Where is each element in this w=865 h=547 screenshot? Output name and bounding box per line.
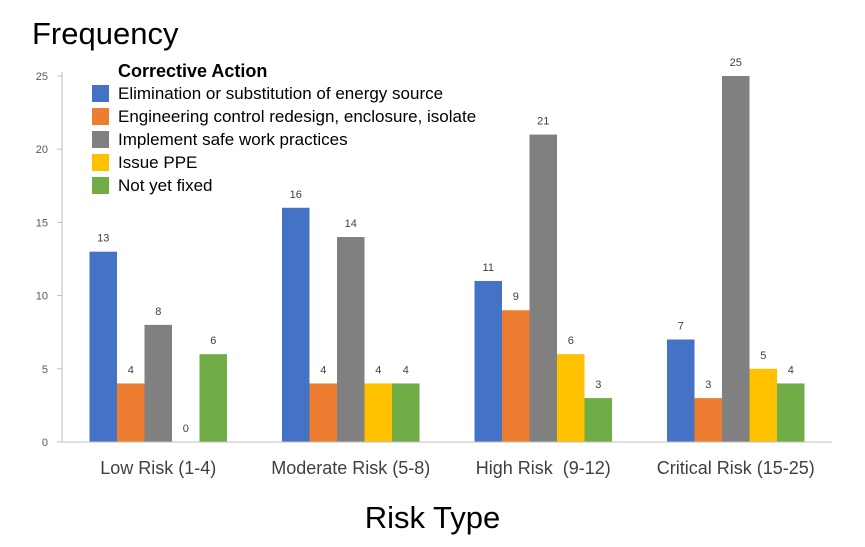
legend-title: Corrective Action bbox=[118, 61, 268, 81]
data-label: 4 bbox=[375, 364, 381, 376]
legend: Corrective Action Elimination or substit… bbox=[92, 60, 476, 197]
data-label: 13 bbox=[97, 233, 109, 245]
data-label: 4 bbox=[320, 364, 326, 376]
y-tick-label: 20 bbox=[36, 144, 48, 156]
legend-label: Engineering control redesign, enclosure,… bbox=[118, 106, 477, 126]
bar bbox=[474, 280, 502, 442]
data-label: 3 bbox=[595, 379, 601, 391]
data-label: 6 bbox=[568, 335, 574, 347]
data-label: 4 bbox=[128, 364, 134, 376]
bar bbox=[667, 339, 695, 442]
legend-swatch bbox=[92, 85, 109, 102]
legend-item: Issue PPE bbox=[92, 151, 476, 174]
data-label: 4 bbox=[403, 364, 409, 376]
data-label: 16 bbox=[290, 189, 302, 201]
data-label: 0 bbox=[183, 423, 189, 435]
legend-label: Elimination or substitution of energy so… bbox=[118, 83, 444, 103]
data-label: 25 bbox=[730, 57, 742, 69]
y-tick-label: 5 bbox=[42, 364, 48, 376]
bar bbox=[777, 383, 805, 442]
legend-item: Implement safe work practices bbox=[92, 128, 476, 151]
data-label: 3 bbox=[705, 379, 711, 391]
x-axis-label: Risk Type bbox=[364, 500, 501, 535]
bar bbox=[364, 383, 392, 442]
x-tick-label: Moderate Risk (5-8) bbox=[271, 458, 430, 478]
bar bbox=[144, 324, 172, 442]
bar bbox=[337, 237, 365, 442]
bar bbox=[694, 398, 722, 442]
y-tick-label: 10 bbox=[36, 291, 48, 303]
data-label: 4 bbox=[788, 364, 794, 376]
data-label: 21 bbox=[537, 116, 549, 128]
legend-item: Not yet fixed bbox=[92, 174, 476, 197]
legend-item: Elimination or substitution of energy so… bbox=[92, 82, 476, 105]
legend-label: Issue PPE bbox=[118, 152, 198, 172]
bar bbox=[392, 383, 420, 442]
bar bbox=[722, 76, 750, 442]
legend-swatch bbox=[92, 177, 109, 194]
data-label: 7 bbox=[678, 321, 684, 333]
x-tick-label: High Risk (9-12) bbox=[476, 458, 611, 478]
bar bbox=[89, 251, 117, 442]
bar bbox=[502, 310, 530, 442]
bar bbox=[309, 383, 337, 442]
bar bbox=[557, 354, 585, 442]
legend-swatch bbox=[92, 131, 109, 148]
legend-label: Not yet fixed bbox=[118, 175, 213, 195]
data-label: 8 bbox=[155, 306, 161, 318]
data-label: 9 bbox=[513, 291, 519, 303]
data-label: 14 bbox=[345, 218, 357, 230]
y-tick-label: 0 bbox=[42, 437, 48, 449]
x-tick-label: Low Risk (1-4) bbox=[100, 458, 216, 478]
bar bbox=[282, 207, 310, 442]
bar bbox=[117, 383, 145, 442]
bar bbox=[749, 368, 777, 442]
bar bbox=[199, 354, 227, 442]
legend-swatch bbox=[92, 154, 109, 171]
data-label: 5 bbox=[760, 350, 766, 362]
legend-swatch bbox=[92, 108, 109, 125]
y-tick-label: 25 bbox=[36, 71, 48, 83]
data-label: 11 bbox=[483, 262, 494, 274]
bar bbox=[529, 134, 557, 442]
y-axis-label: Frequency bbox=[32, 16, 179, 51]
data-label: 6 bbox=[210, 335, 216, 347]
y-tick-label: 15 bbox=[36, 217, 48, 229]
bar bbox=[584, 398, 612, 442]
legend-label: Implement safe work practices bbox=[118, 129, 348, 149]
legend-item: Engineering control redesign, enclosure,… bbox=[92, 105, 476, 128]
x-tick-label: Critical Risk (15-25) bbox=[657, 458, 815, 478]
